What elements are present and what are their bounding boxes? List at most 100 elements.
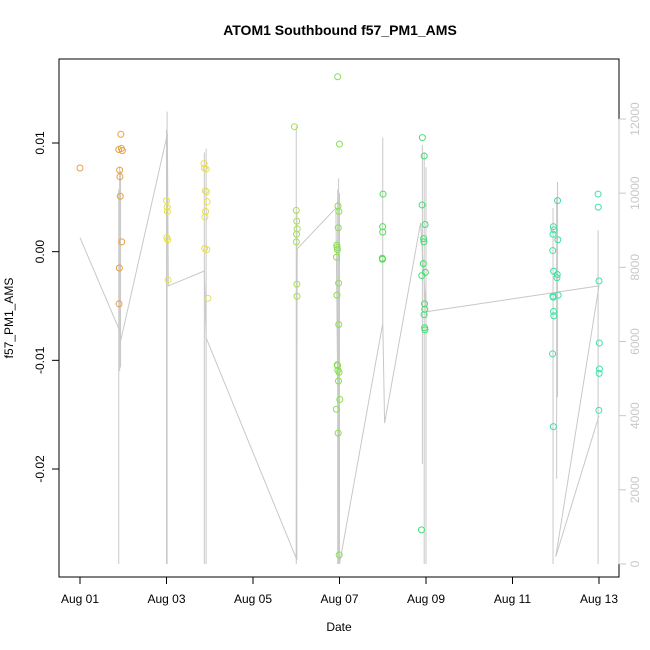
data-point-47 <box>335 320 343 328</box>
data-point-7 <box>118 147 126 155</box>
data-point-84 <box>553 270 561 278</box>
data-point-63 <box>420 152 428 160</box>
data-point-57 <box>379 190 387 198</box>
y-tick-label-3: -0.02 <box>33 455 47 483</box>
data-point-53 <box>336 395 344 403</box>
y2-tick-label-5: 10000 <box>628 176 642 210</box>
data-point-26 <box>203 245 211 253</box>
data-point-40 <box>334 224 342 232</box>
x-tick-label-4: Aug 09 <box>407 592 445 606</box>
y-tick-label-2: -0.01 <box>33 346 47 374</box>
data-point-95 <box>595 277 603 285</box>
data-points <box>76 73 603 559</box>
secondary-line <box>79 133 600 565</box>
data-point-71 <box>420 300 428 308</box>
y2-tick-label-6: 12000 <box>628 102 642 136</box>
y2-axis: 0 2000 4000 6000 8000 10000 12000 <box>618 102 642 567</box>
data-point-83 <box>550 267 558 275</box>
data-point-51 <box>335 368 343 376</box>
data-point-2 <box>116 166 124 174</box>
data-point-37 <box>336 140 343 148</box>
data-point-4 <box>116 192 124 200</box>
data-point-89 <box>549 307 557 315</box>
data-point-22 <box>203 198 211 206</box>
data-point-39 <box>335 207 343 215</box>
data-point-80 <box>554 197 562 205</box>
data-point-96 <box>595 339 603 347</box>
x-tick-label-1: Aug 03 <box>147 592 185 606</box>
data-point-5 <box>117 130 125 138</box>
x-tick-label-5: Aug 11 <box>494 592 531 606</box>
data-point-45 <box>335 279 343 287</box>
data-point-62 <box>418 134 426 142</box>
data-point-97 <box>595 365 603 373</box>
data-point-33 <box>292 238 300 246</box>
data-point-85 <box>553 274 561 282</box>
data-point-13 <box>163 207 171 215</box>
data-point-36 <box>334 73 342 81</box>
y-tick-label-1: 0.00 <box>33 240 47 264</box>
data-point-91 <box>549 350 557 358</box>
data-point-82 <box>549 247 557 255</box>
data-point-27 <box>204 294 212 302</box>
y2-tick-label-0: 0 <box>628 560 642 567</box>
data-point-29 <box>292 206 300 214</box>
secondary-spikes <box>118 111 599 564</box>
data-point-21 <box>202 188 210 196</box>
data-point-61 <box>378 255 386 263</box>
data-point-59 <box>379 228 387 236</box>
data-point-75 <box>421 326 429 334</box>
y2-tick-label-4: 8000 <box>628 254 642 281</box>
data-point-58 <box>379 223 387 231</box>
data-point-18 <box>200 164 208 172</box>
data-point-34 <box>293 280 301 288</box>
data-point-76 <box>417 526 425 534</box>
data-point-54 <box>332 405 340 413</box>
data-point-73 <box>420 311 428 319</box>
data-point-35 <box>293 292 301 300</box>
data-point-32 <box>293 230 301 238</box>
data-point-16 <box>164 276 172 284</box>
data-point-8 <box>118 238 126 246</box>
data-point-46 <box>333 291 341 299</box>
data-point-64 <box>418 201 426 209</box>
data-point-79 <box>549 230 557 238</box>
y-axis-label: f57_PM1_AMS <box>2 278 16 359</box>
data-point-68 <box>419 260 427 268</box>
y2-tick-label-2: 4000 <box>628 402 642 429</box>
data-point-3 <box>116 173 124 181</box>
data-point-65 <box>421 221 429 228</box>
data-point-94 <box>594 203 602 211</box>
x-tick-label-2: Aug 05 <box>234 592 272 606</box>
data-point-20 <box>201 187 209 195</box>
x-axis: Aug 01 Aug 03 Aug 05 Aug 07 Aug 09 Aug 11 Aug … <box>61 576 618 606</box>
data-point-15 <box>164 236 172 244</box>
y2-tick-label-1: 2000 <box>628 476 642 503</box>
data-point-66 <box>420 235 428 243</box>
data-point-67 <box>420 238 428 246</box>
x-tick-label-3: Aug 07 <box>320 592 358 606</box>
data-point-49 <box>334 362 342 370</box>
data-point-28 <box>290 123 298 131</box>
data-point-93 <box>594 190 602 198</box>
data-point-70 <box>418 272 426 280</box>
x-tick-label-6: Aug 13 <box>580 592 618 606</box>
data-point-19 <box>202 165 210 173</box>
data-point-12 <box>163 203 171 211</box>
data-point-81 <box>554 236 562 244</box>
data-point-55 <box>334 429 342 437</box>
data-point-11 <box>163 197 170 205</box>
data-point-10 <box>115 300 123 308</box>
data-point-0 <box>76 164 84 172</box>
data-point-78 <box>550 226 558 234</box>
data-point-43 <box>333 245 341 253</box>
data-point-77 <box>549 223 557 231</box>
data-point-31 <box>293 225 301 233</box>
data-point-23 <box>202 207 210 215</box>
data-point-90 <box>550 312 558 320</box>
data-point-44 <box>332 253 340 261</box>
data-point-98 <box>595 369 603 377</box>
x-tick-label-0: Aug 01 <box>61 592 99 606</box>
chart-title: ATOM1 Southbound f57_PM1_AMS <box>223 22 457 38</box>
